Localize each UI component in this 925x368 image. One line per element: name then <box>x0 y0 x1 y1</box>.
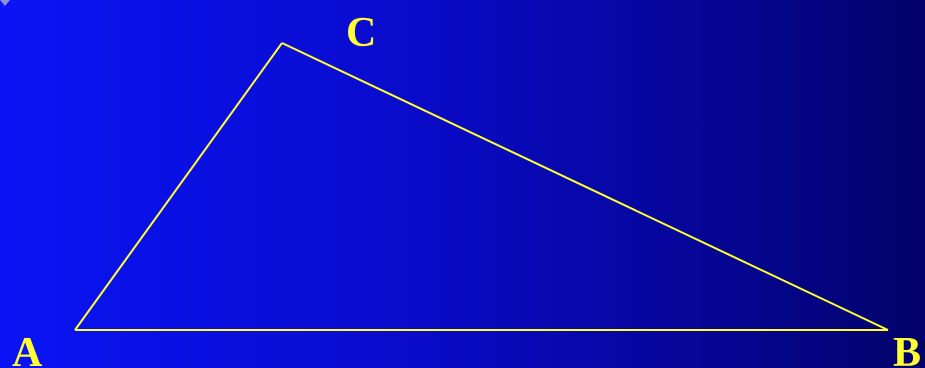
side-bc <box>281 42 889 331</box>
vertex-label-a: A <box>12 330 43 368</box>
vertex-label-c: C <box>346 10 377 56</box>
side-ac <box>74 42 283 331</box>
vertex-label-b: B <box>893 330 922 368</box>
corner-arrow-icon <box>0 0 10 6</box>
